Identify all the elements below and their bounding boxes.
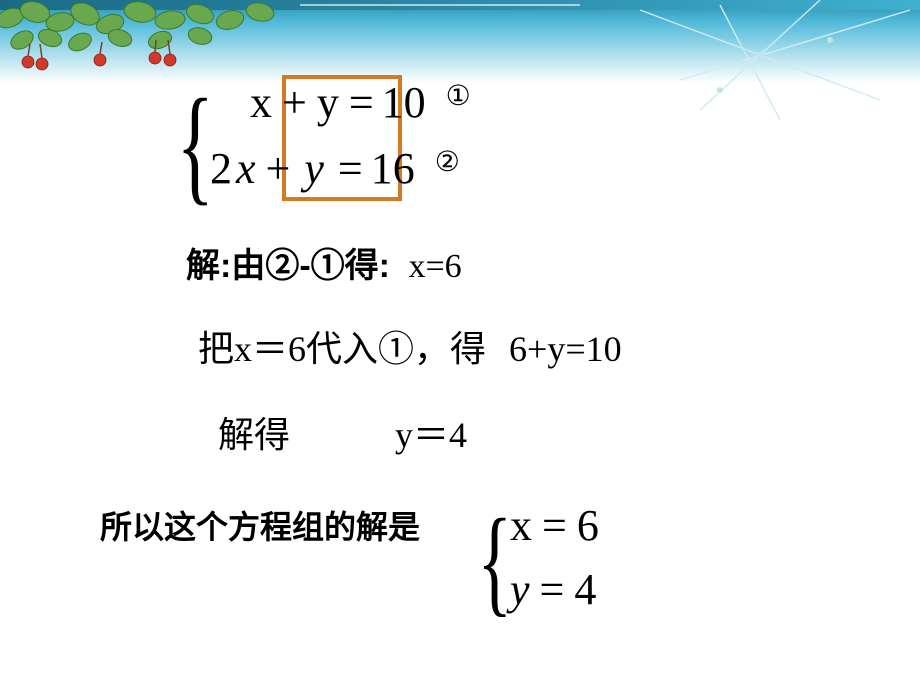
sol1-lhs: x xyxy=(510,494,532,558)
eq1-plus: + xyxy=(282,70,307,136)
content-area: { x + y = 10 ① 2 x + y = 16 ② xyxy=(0,70,920,690)
eq1-x: x xyxy=(250,70,272,136)
solution-eq2: y = 4 xyxy=(510,558,599,622)
equation-2: 2 x + y = 16 ② xyxy=(210,136,471,202)
equation-system: { x + y = 10 ① 2 x + y = 16 ② xyxy=(210,70,471,202)
equation-1: x + y = 10 ① xyxy=(210,70,471,136)
solution-system: { x = 6 y = 4 xyxy=(510,494,599,622)
step3-result: y＝4 xyxy=(395,415,467,455)
step2-prefix: 把x＝6代入①，得 xyxy=(198,329,486,369)
top-accent-line xyxy=(300,2,580,6)
conclusion: 所以这个方程组的解是 xyxy=(100,502,420,548)
sol2-eq: = xyxy=(540,558,565,622)
eq2-marker: ② xyxy=(435,142,460,184)
sol1-rhs: 6 xyxy=(577,494,599,558)
eq2-rhs: 16 xyxy=(371,136,415,202)
eq2-equals: = xyxy=(338,136,363,202)
step-1: 解:由②-①得: x=6 xyxy=(186,238,462,287)
eq1-y: y xyxy=(317,70,339,136)
conclusion-text: 所以这个方程组的解是 xyxy=(100,509,420,545)
solution-brace-icon: { xyxy=(478,474,513,648)
eq2-x: x xyxy=(236,136,256,202)
left-brace-icon: { xyxy=(176,48,213,243)
eq1-equals: = xyxy=(349,70,374,136)
step3-label: 解得 xyxy=(218,415,290,455)
solution-eq1: x = 6 xyxy=(510,494,599,558)
sol2-lhs: y xyxy=(510,558,530,622)
sol1-eq: = xyxy=(542,494,567,558)
step1-result: x=6 xyxy=(408,248,461,285)
step-3: 解得 y＝4 xyxy=(218,406,467,458)
eq2-y: y xyxy=(304,136,324,202)
step2-result: 6+y=10 xyxy=(509,329,622,369)
step-2: 把x＝6代入①，得 6+y=10 xyxy=(198,320,622,372)
eq2-plus: + xyxy=(266,136,291,202)
sol2-rhs: 4 xyxy=(574,558,596,622)
eq1-rhs: 10 xyxy=(382,70,426,136)
eq1-marker: ① xyxy=(446,76,471,118)
step1-label: 解:由②-①得: xyxy=(186,247,390,285)
